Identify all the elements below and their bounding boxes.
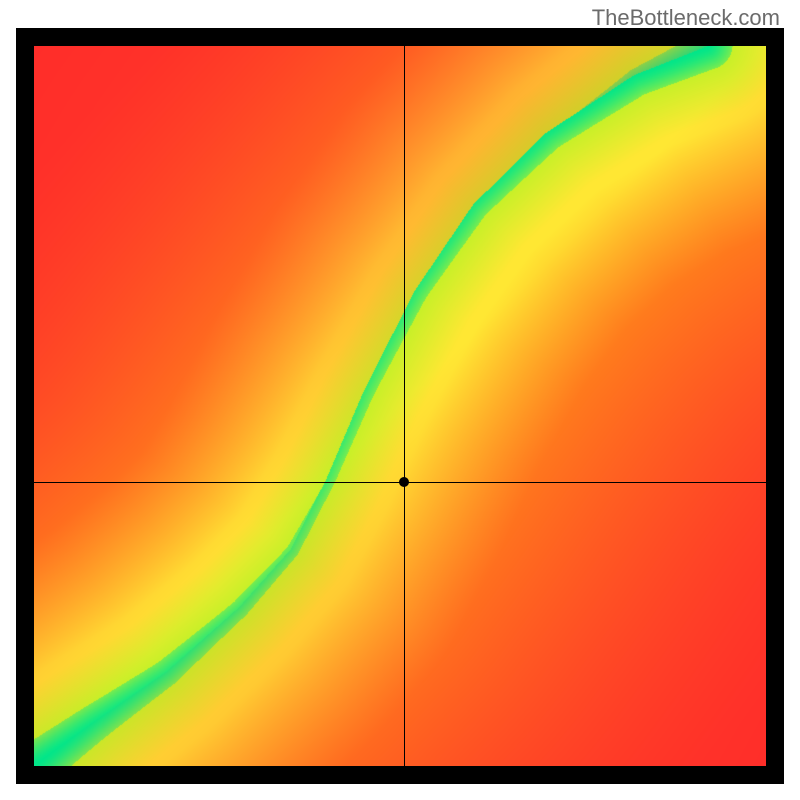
crosshair-vertical bbox=[404, 46, 405, 766]
chart-container: TheBottleneck.com bbox=[0, 0, 800, 800]
plot-area bbox=[16, 28, 784, 784]
selection-marker[interactable] bbox=[399, 477, 409, 487]
attribution-text: TheBottleneck.com bbox=[592, 5, 780, 31]
bottleneck-heatmap bbox=[34, 46, 766, 766]
